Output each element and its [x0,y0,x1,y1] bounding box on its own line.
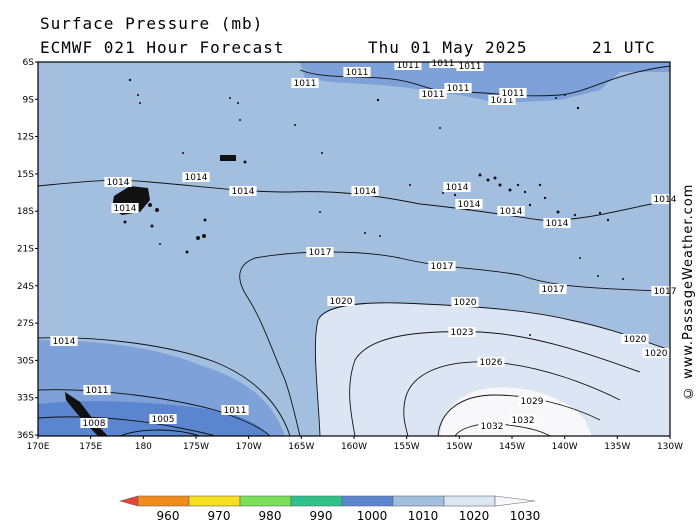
model-run-label: ECMWF 021 Hour Forecast [40,38,285,57]
map-title: Surface Pressure (mb) [40,14,264,33]
forecast-time: 21 UTC [592,38,656,57]
forecast-date: Thu 01 May 2025 [368,38,528,57]
copyright-notice: © www.PassageWeather.com [681,183,696,400]
pressure-fill-layer [38,62,670,436]
